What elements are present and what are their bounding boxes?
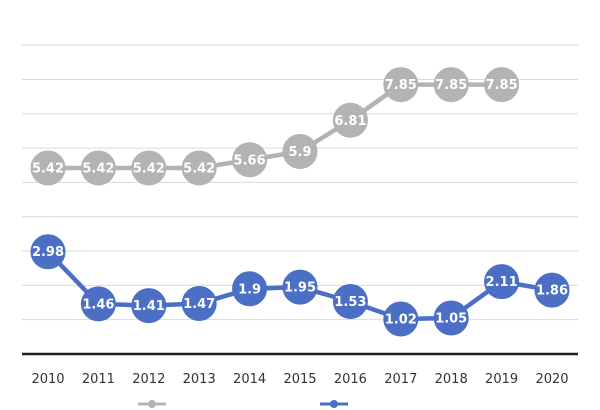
x-tick-label: 2011 bbox=[82, 372, 115, 387]
x-tick-label: 2016 bbox=[334, 372, 367, 387]
x-tick-label: 2010 bbox=[31, 372, 64, 387]
legend-marker-dot bbox=[148, 400, 156, 408]
data-point bbox=[232, 142, 268, 178]
data-point bbox=[383, 67, 419, 103]
data-point bbox=[282, 269, 318, 305]
data-point bbox=[30, 234, 66, 270]
x-tick-label: 2014 bbox=[233, 372, 266, 387]
data-label: 1.86 bbox=[536, 284, 568, 299]
data-label: 5.9 bbox=[288, 145, 311, 160]
data-point bbox=[484, 264, 520, 300]
x-tick-label: 2012 bbox=[132, 372, 165, 387]
data-label: 2.11 bbox=[486, 275, 518, 290]
data-label: 1.47 bbox=[183, 297, 215, 312]
data-label: 6.81 bbox=[334, 114, 366, 129]
legend-marker-dot bbox=[330, 400, 338, 408]
data-label: 1.41 bbox=[133, 299, 165, 314]
data-label: 7.85 bbox=[486, 78, 518, 93]
data-label: 5.42 bbox=[32, 162, 64, 177]
data-point bbox=[332, 283, 368, 319]
data-label: 7.85 bbox=[435, 78, 467, 93]
data-label: 1.95 bbox=[284, 281, 316, 296]
data-point bbox=[131, 150, 167, 186]
data-label: 5.42 bbox=[133, 162, 165, 177]
data-point bbox=[181, 286, 217, 322]
data-label: 1.02 bbox=[385, 312, 417, 327]
data-label: 2.98 bbox=[32, 245, 64, 260]
data-point bbox=[232, 271, 268, 307]
data-label: 1.53 bbox=[334, 295, 366, 310]
data-point bbox=[383, 301, 419, 337]
legend bbox=[138, 400, 348, 408]
x-tick-label: 2013 bbox=[183, 372, 216, 387]
data-point bbox=[484, 67, 520, 103]
data-label: 7.85 bbox=[385, 78, 417, 93]
data-point bbox=[433, 67, 469, 103]
data-point bbox=[80, 150, 116, 186]
data-point bbox=[534, 272, 570, 308]
data-point bbox=[332, 102, 368, 138]
x-tick-label: 2019 bbox=[485, 372, 518, 387]
data-points: 5.42 5.42 5.42 5.42 5.66 5.9 6.81 7.85 7.85 7.85 2… bbox=[30, 67, 570, 337]
data-point bbox=[30, 150, 66, 186]
x-tick-label: 2020 bbox=[535, 372, 568, 387]
data-point bbox=[80, 286, 116, 322]
x-tick-labels: 2010 2011 2012 2013 2014 2015 2016 2017 2018 2019… bbox=[31, 372, 568, 387]
data-label: 5.42 bbox=[82, 162, 114, 177]
x-tick-label: 2018 bbox=[435, 372, 468, 387]
x-tick-label: 2017 bbox=[384, 372, 417, 387]
data-point bbox=[433, 300, 469, 336]
data-label: 1.05 bbox=[435, 311, 467, 326]
data-label: 5.66 bbox=[234, 153, 266, 168]
data-point bbox=[282, 134, 318, 170]
series-line bbox=[45, 82, 504, 171]
data-label: 1.46 bbox=[82, 297, 114, 312]
data-label: 1.9 bbox=[238, 282, 261, 297]
data-label: 5.42 bbox=[183, 162, 215, 177]
data-point bbox=[131, 288, 167, 324]
x-tick-label: 2015 bbox=[283, 372, 316, 387]
data-point bbox=[181, 150, 217, 186]
